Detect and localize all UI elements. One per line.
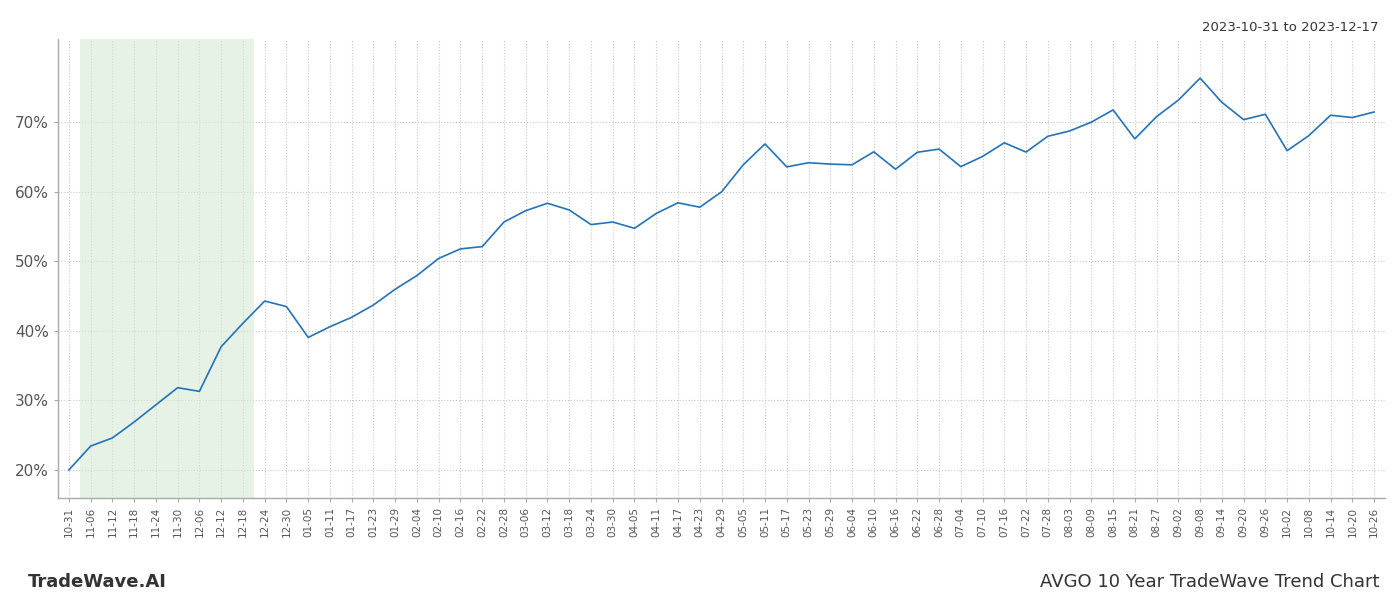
Text: TradeWave.AI: TradeWave.AI	[28, 573, 167, 591]
Text: AVGO 10 Year TradeWave Trend Chart: AVGO 10 Year TradeWave Trend Chart	[1039, 573, 1379, 591]
Bar	[80, 39, 253, 498]
Text: 2023-10-31 to 2023-12-17: 2023-10-31 to 2023-12-17	[1203, 21, 1379, 34]
